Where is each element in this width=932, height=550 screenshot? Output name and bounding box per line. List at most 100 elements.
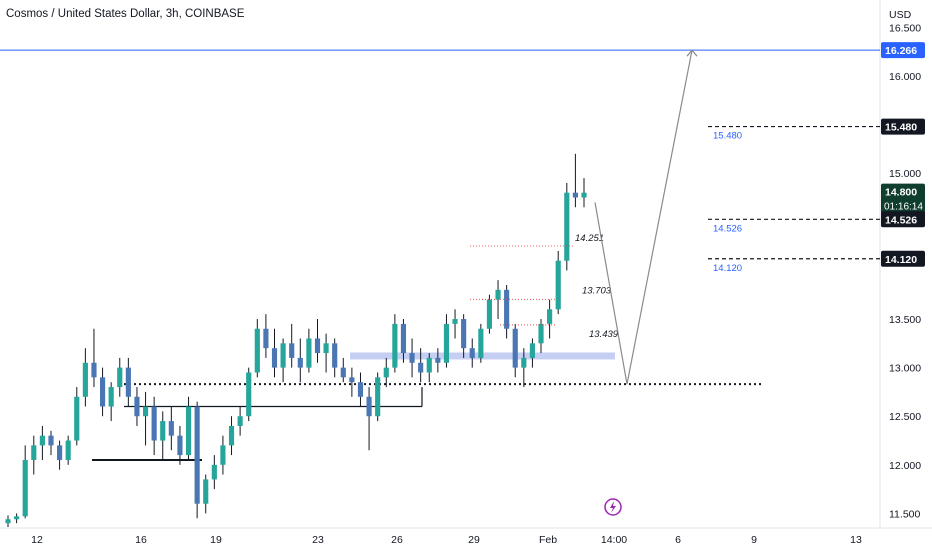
candle-body[interactable]: [211, 464, 217, 480]
candle-body[interactable]: [203, 479, 209, 504]
candle-body[interactable]: [486, 299, 493, 329]
candle-body[interactable]: [383, 367, 389, 378]
candle-body[interactable]: [280, 343, 286, 368]
candle-body[interactable]: [375, 377, 381, 417]
candle-body[interactable]: [117, 367, 123, 388]
candle-body[interactable]: [142, 406, 149, 417]
candle-body[interactable]: [426, 357, 432, 373]
fib-level-label: 13.703: [582, 285, 612, 296]
y-tick-label: 15.000: [889, 168, 921, 180]
x-tick-label: 19: [210, 534, 222, 546]
candle-body[interactable]: [443, 323, 450, 363]
projection-arrowhead: [686, 49, 698, 57]
x-tick-label: 26: [391, 534, 403, 546]
x-tick-label: 12: [31, 534, 43, 546]
x-tick-label: 6: [675, 534, 681, 546]
candle-body[interactable]: [254, 328, 260, 373]
y-tick-label: 12.000: [889, 460, 921, 472]
x-tick-label: 13: [850, 534, 862, 546]
price-badge[interactable]: [881, 211, 925, 228]
candle-body[interactable]: [366, 396, 372, 417]
candle-body[interactable]: [5, 519, 11, 524]
candle-body[interactable]: [14, 516, 20, 520]
candle-body[interactable]: [91, 362, 97, 378]
candle-body[interactable]: [108, 387, 114, 407]
candle-body[interactable]: [504, 289, 510, 329]
fib-level-label: 13.439: [589, 329, 619, 340]
candle-body[interactable]: [314, 338, 321, 354]
y-tick-label: 12.500: [889, 411, 921, 423]
candle-body[interactable]: [538, 323, 544, 344]
candle-body[interactable]: [220, 445, 226, 465]
candle-body[interactable]: [452, 319, 458, 324]
x-tick-label: 16: [135, 534, 147, 546]
candle-body[interactable]: [177, 435, 183, 456]
candle-body[interactable]: [194, 406, 200, 504]
target-level-label: 14.120: [713, 263, 742, 274]
candle-body[interactable]: [134, 396, 140, 417]
x-tick-label: 23: [312, 534, 324, 546]
candle-body[interactable]: [82, 362, 88, 397]
candle-body[interactable]: [521, 357, 527, 368]
price-badge-label: 14.526: [885, 214, 917, 226]
candle-body[interactable]: [409, 353, 415, 363]
price-badge[interactable]: [881, 42, 925, 59]
candle-body[interactable]: [581, 192, 587, 198]
candle-body[interactable]: [39, 435, 45, 446]
candle-body[interactable]: [151, 406, 157, 441]
price-badge-label: 15.480: [885, 122, 917, 134]
candle-body[interactable]: [357, 382, 364, 397]
candle-body[interactable]: [418, 362, 424, 373]
fib-level-label: 14.251: [575, 233, 604, 244]
target-level-label: 15.480: [713, 131, 742, 142]
candle-body[interactable]: [228, 425, 235, 446]
candle-body[interactable]: [57, 445, 63, 460]
target-level-label: 14.526: [713, 223, 742, 234]
x-tick-label: 29: [468, 534, 480, 546]
candle-body[interactable]: [297, 357, 303, 368]
price-badge[interactable]: [881, 183, 925, 214]
candle-body[interactable]: [289, 343, 295, 358]
candle-body[interactable]: [512, 328, 518, 368]
candle-body[interactable]: [263, 328, 269, 349]
candle-body[interactable]: [185, 406, 192, 456]
candle-body[interactable]: [237, 416, 243, 426]
price-badge-label: 16.266: [885, 45, 917, 57]
price-badge[interactable]: [881, 250, 925, 267]
price-badge[interactable]: [881, 118, 925, 135]
countdown-label: 01:16:14: [884, 202, 923, 213]
candle-body[interactable]: [65, 440, 71, 460]
candle-body[interactable]: [306, 338, 312, 368]
candle-body[interactable]: [168, 421, 174, 436]
candle-body[interactable]: [435, 357, 441, 363]
candle-body[interactable]: [74, 396, 80, 441]
candle-body[interactable]: [48, 435, 54, 446]
candle-body[interactable]: [349, 377, 355, 383]
candle-body[interactable]: [564, 192, 570, 261]
candle-body[interactable]: [478, 328, 484, 358]
candle-body[interactable]: [461, 319, 467, 349]
candle-body[interactable]: [392, 323, 398, 368]
candle-body[interactable]: [246, 372, 252, 417]
lightning-glyph: [610, 501, 616, 513]
candle-body[interactable]: [125, 367, 131, 397]
candle-body[interactable]: [555, 260, 561, 310]
candle-body[interactable]: [340, 367, 346, 378]
candle-body[interactable]: [572, 192, 578, 198]
candle-body[interactable]: [160, 421, 166, 441]
candle-body[interactable]: [495, 289, 501, 300]
candle-body[interactable]: [31, 445, 37, 460]
candle-body[interactable]: [547, 309, 553, 324]
candle-body[interactable]: [271, 348, 278, 368]
candle-body[interactable]: [22, 459, 28, 517]
y-tick-label: 11.500: [889, 508, 920, 520]
candle-body[interactable]: [99, 377, 106, 407]
candle-body[interactable]: [529, 343, 535, 358]
candle-body[interactable]: [332, 343, 338, 368]
projection-path[interactable]: [594, 50, 693, 385]
candle-body[interactable]: [469, 348, 475, 358]
candle-body[interactable]: [323, 343, 329, 354]
candle-body[interactable]: [400, 323, 407, 354]
